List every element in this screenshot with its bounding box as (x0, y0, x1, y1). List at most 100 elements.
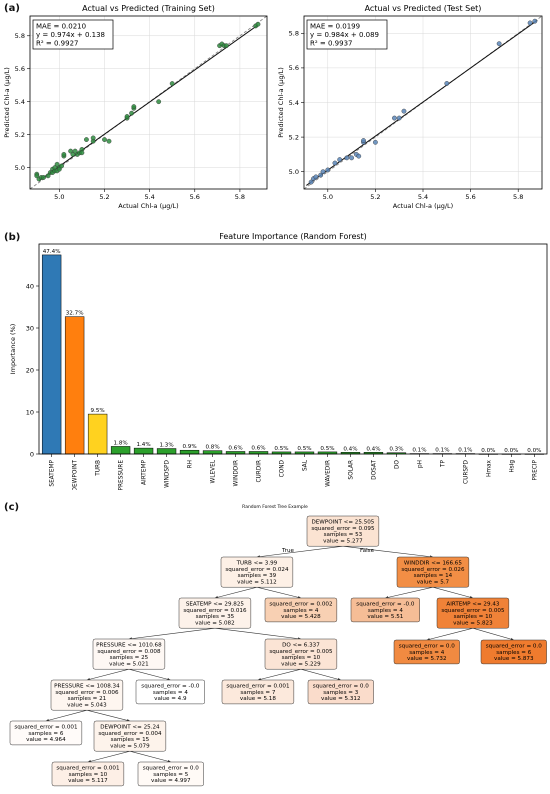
category-label: SEATEMP (50, 459, 56, 486)
tree-edge (472, 627, 514, 641)
tree-node-text: squared_error = 0.001 (14, 725, 78, 731)
tree-edge (128, 668, 171, 681)
category-label: SAL (302, 459, 308, 471)
tree-node-text: squared_error = 0.024 (225, 567, 289, 573)
tree-node-box (137, 761, 204, 787)
tree-node-text: value = 5.428 (281, 614, 321, 620)
tree-node-text: squared_error = 0.095 (311, 526, 375, 532)
tree-node-text: squared_error = -0.0 (356, 602, 415, 608)
tree-node-text: squared_error = 0.0 (313, 684, 370, 690)
tree-node-text: samples = 7 (240, 690, 275, 696)
tree-node-text: samples = 25 (110, 655, 149, 661)
chart-title: Actual vs Predicted (Training Set) (82, 4, 215, 13)
y-tick-label: 5.4 (289, 99, 299, 107)
tree-edge (129, 750, 171, 763)
data-point (318, 172, 324, 178)
category-label: PRECIP (532, 460, 538, 481)
tree-node-box (135, 679, 205, 705)
tree-node-text: squared_error = 0.001 (56, 766, 120, 772)
data-point (59, 163, 64, 169)
category-label: COND (280, 459, 286, 477)
data-point (344, 155, 350, 161)
tree-node-text: squared_error = 0.0 (399, 644, 456, 650)
tree-node-text: value = 5.312 (321, 696, 361, 702)
bar-value-label: 1.4% (136, 442, 150, 448)
y-tick-label: 10 (26, 408, 34, 416)
y-tick-label: 5.8 (289, 30, 299, 38)
tree-node-text: samples = 4 (153, 690, 188, 696)
category-label: AIRTEMP (142, 459, 148, 484)
tree-node-text: samples = 15 (111, 737, 150, 743)
data-point (129, 110, 134, 116)
bar-value-label: 0.0% (527, 448, 541, 454)
bar (64, 316, 85, 455)
category-label: RH (188, 460, 194, 468)
tree-node-text: squared_error = 0.026 (401, 567, 465, 573)
tree-node-text: samples = 5 (153, 772, 188, 778)
tree-node-box (178, 597, 252, 629)
data-point (532, 18, 538, 24)
tree-node-box (396, 556, 470, 588)
tree-edge (86, 668, 130, 681)
bar-value-label: 1.3% (159, 443, 173, 449)
bar-value-label: 9.5% (91, 408, 105, 414)
tree-node-text: squared_error = 0.005 (269, 649, 333, 655)
tree-node-text: PRESSURE <= 1008.34 (54, 684, 120, 690)
x-axis-label: Actual Chl-a (µg/L) (393, 202, 453, 210)
bar (41, 254, 62, 455)
x-tick-label: 5.4 (144, 193, 154, 201)
tree-node-text: value = 5.732 (407, 656, 447, 662)
y-tick-label: 5.0 (289, 168, 299, 176)
category-label: WAVEDIR (325, 460, 331, 487)
tree-node-text: squared_error = 0.002 (269, 602, 332, 608)
tree-node-text: samples = 21 (68, 696, 107, 702)
tree-edge (128, 627, 215, 640)
tree-node-text: squared_error = 0.0 (143, 766, 200, 772)
bar-value-label: 0.3% (389, 447, 403, 453)
tree-node-text: SEATEMP <= 29.825 (186, 602, 245, 608)
bar-value-label: 0.0% (481, 448, 495, 454)
tree-node-text: value = 5.079 (110, 743, 150, 749)
tree-node-text: value = 5.823 (453, 620, 493, 626)
tree-edge (256, 586, 301, 599)
bar-value-label: 0.5% (320, 446, 334, 452)
tree-node-text: samples = 10 (282, 655, 321, 661)
data-point (396, 115, 402, 121)
bar-value-label: 0.9% (182, 444, 196, 450)
tree-node-text: value = 4.9 (154, 696, 187, 702)
data-point (325, 167, 331, 173)
tree-node-text: squared_error = 0.016 (183, 608, 247, 614)
data-point (106, 138, 112, 144)
y-tick-label: 5.6 (289, 64, 299, 72)
data-point (255, 21, 261, 27)
data-point (223, 43, 229, 49)
tree-node-text: squared_error = 0.008 (97, 649, 161, 655)
chart-title: Feature Importance (Random Forest) (219, 232, 367, 241)
tree-node-text: samples = 4 (409, 650, 444, 656)
x-tick-label: 5.4 (418, 193, 428, 201)
tree-node-box (264, 638, 338, 670)
data-point (313, 174, 319, 180)
tree-node-box (307, 679, 374, 705)
y-axis-label: Importance (%) (9, 324, 17, 375)
bar-value-label: 0.1% (435, 448, 449, 454)
bar-value-label: 0.5% (297, 446, 311, 452)
category-label: TP (440, 460, 446, 469)
tree-node-box (51, 761, 125, 787)
tree-node-text: value = 5.043 (67, 702, 107, 708)
tree-node-text: value = 5.277 (323, 538, 363, 544)
tree-node-text: DO <= 6.337 (282, 643, 320, 649)
tree-edge (426, 627, 474, 641)
tree-edge (432, 586, 474, 599)
tree-node-box (480, 639, 547, 665)
y-tick-label: 5.8 (15, 32, 25, 40)
data-point (349, 155, 355, 161)
